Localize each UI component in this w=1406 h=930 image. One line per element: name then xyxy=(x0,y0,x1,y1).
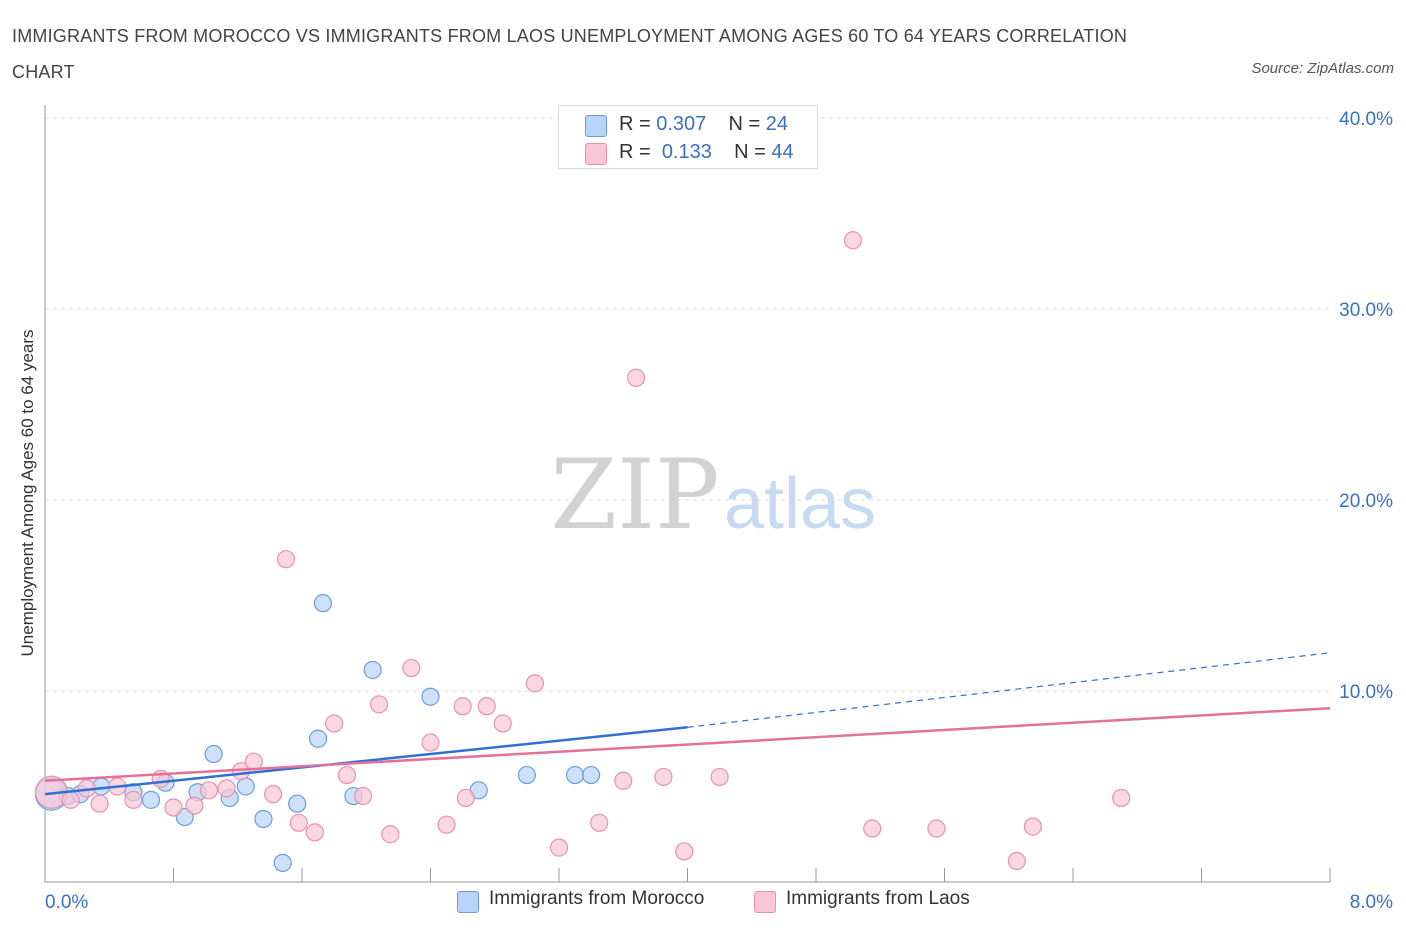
laos-swatch xyxy=(585,143,607,165)
laos-point xyxy=(185,796,204,815)
laos-point xyxy=(402,658,421,678)
laos-point xyxy=(263,785,283,804)
morocco-point xyxy=(141,790,161,809)
y-axis-label: Unemployment Among Ages 60 to 64 years xyxy=(18,330,37,657)
bottom-laos-label: Immigrants from Laos xyxy=(786,888,970,909)
laos-point xyxy=(276,550,296,569)
morocco-point xyxy=(313,594,332,613)
laos-point xyxy=(61,790,80,809)
laos-point xyxy=(199,781,218,800)
stats-legend: R = 0.307 N = 24 R = 0.133 N = 44 xyxy=(558,105,818,169)
morocco-point xyxy=(363,660,382,680)
laos-point xyxy=(453,697,472,716)
laos-point xyxy=(370,695,389,714)
laos-point xyxy=(1023,817,1042,836)
laos-point xyxy=(493,714,512,733)
laos-point xyxy=(654,767,673,787)
morocco-point xyxy=(254,809,273,829)
laos-point xyxy=(353,786,373,806)
laos-point xyxy=(325,714,344,733)
laos-point xyxy=(90,794,109,813)
laos-point xyxy=(863,819,882,838)
bottom-laos-swatch xyxy=(754,891,776,913)
laos-r-value: 0.133 xyxy=(661,141,712,163)
laos-point xyxy=(626,368,646,387)
y-tick-label: 10.0% xyxy=(1339,682,1393,703)
y-tick-label: 30.0% xyxy=(1339,300,1393,321)
morocco-r-value: 0.307 xyxy=(656,113,707,135)
laos-point xyxy=(437,815,456,834)
laos-n-value: 44 xyxy=(771,141,794,163)
laos-r-label: R = xyxy=(619,141,657,163)
morocco-point xyxy=(236,777,255,796)
laos-point xyxy=(1007,851,1026,871)
laos-point xyxy=(675,842,694,861)
y-tick-label: 20.0% xyxy=(1339,491,1393,512)
chart-title: IMMIGRANTS FROM MOROCCO VS IMMIGRANTS FR… xyxy=(12,26,1128,82)
y-tick-label: 40.0% xyxy=(1339,109,1393,130)
x-tick-label-min: 0.0% xyxy=(45,892,88,913)
morocco-point xyxy=(273,853,292,873)
morocco-point xyxy=(565,765,585,785)
laos-point xyxy=(590,813,609,832)
laos-point xyxy=(289,813,308,832)
morocco-swatch xyxy=(585,115,607,137)
laos-point xyxy=(477,697,496,716)
watermark-atlas: atlas xyxy=(724,464,876,544)
morocco-r-label: R = xyxy=(619,113,657,135)
laos-point xyxy=(1112,788,1131,808)
morocco-trendline xyxy=(44,726,688,796)
laos-point xyxy=(217,779,236,798)
laos-point xyxy=(710,767,729,787)
laos-point xyxy=(421,733,440,752)
morocco-point xyxy=(288,794,307,813)
morocco-point xyxy=(517,765,536,785)
laos-n-label: N = xyxy=(734,141,772,163)
morocco-point xyxy=(421,687,440,706)
laos-point xyxy=(614,771,633,790)
morocco-trendline-projection xyxy=(687,652,1331,728)
laos-point xyxy=(525,674,545,693)
laos-point xyxy=(164,798,183,817)
morocco-n-value: 24 xyxy=(765,113,789,135)
bottom-morocco-label: Immigrants from Morocco xyxy=(489,888,705,909)
bottom-morocco-swatch xyxy=(457,891,479,913)
morocco-point xyxy=(204,744,223,764)
laos-point xyxy=(549,838,569,857)
morocco-point xyxy=(308,729,328,748)
x-tick-label-max: 8.0% xyxy=(1350,892,1393,913)
morocco-n-label: N = xyxy=(728,113,766,135)
laos-point xyxy=(124,790,143,809)
laos-trendline xyxy=(44,706,1331,783)
laos-point xyxy=(381,825,400,844)
laos-point xyxy=(927,819,946,838)
laos-point xyxy=(456,788,475,808)
morocco-point xyxy=(582,765,601,785)
laos-point xyxy=(305,823,324,842)
laos-point xyxy=(843,231,863,250)
watermark-zip: ZIP xyxy=(550,439,719,551)
laos-point xyxy=(337,765,357,785)
source-label: Source: ZipAtlas.com xyxy=(1251,60,1394,77)
